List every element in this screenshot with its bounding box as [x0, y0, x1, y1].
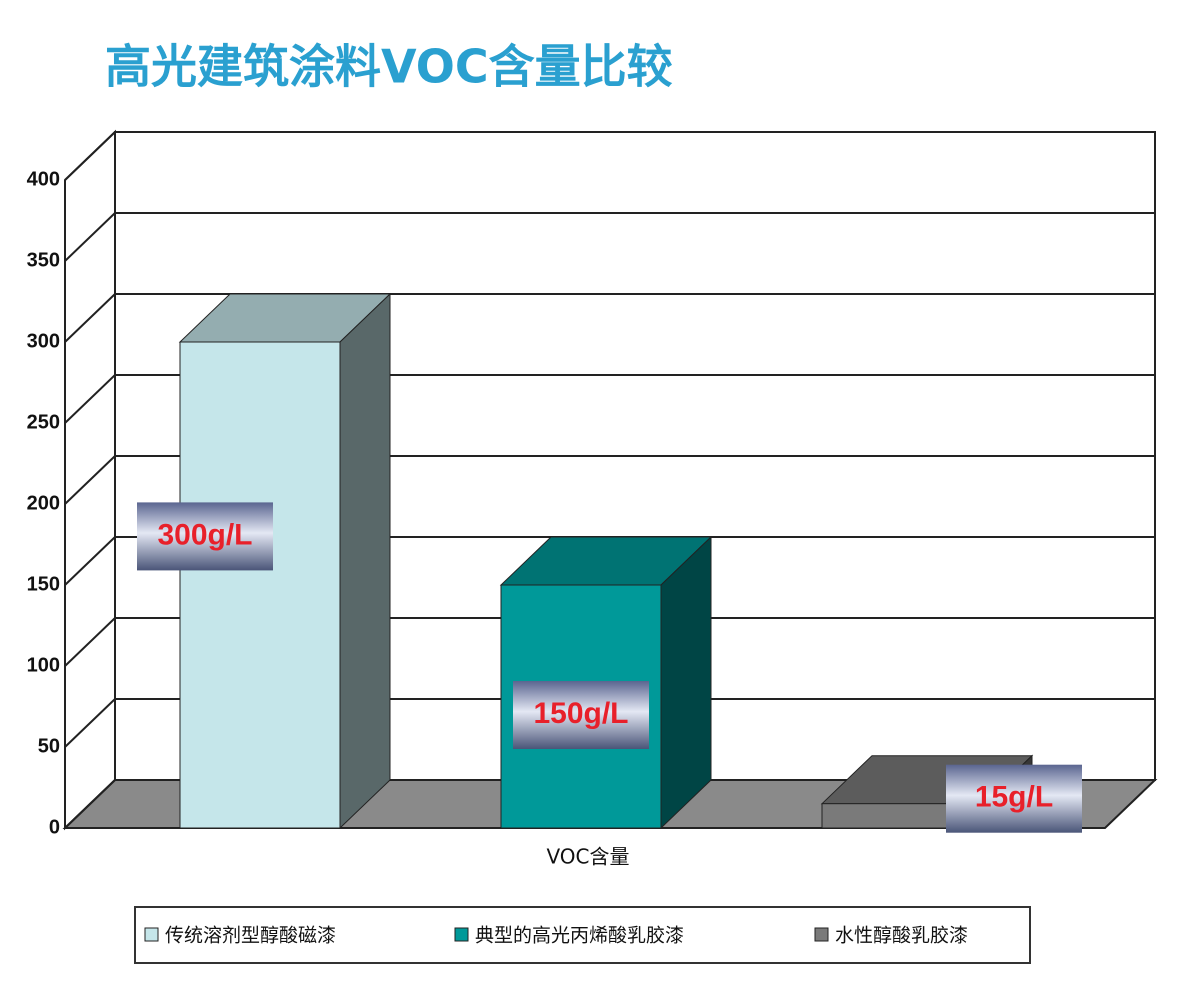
x-axis-label: VOC含量: [546, 845, 629, 869]
value-label-box: [513, 681, 649, 749]
grid-line: [64, 131, 116, 181]
y-tick-label: 250: [27, 411, 60, 433]
legend-swatch: [814, 927, 829, 942]
value-label: 150g/L: [533, 697, 628, 730]
grid-line: [64, 617, 116, 667]
value-label-box: [946, 764, 1082, 833]
y-tick-label: 100: [27, 654, 60, 676]
bar: [179, 341, 341, 829]
legend-label: 典型的高光丙烯酸乳胶漆: [475, 925, 684, 947]
legend-swatch: [144, 927, 159, 942]
grid-line: [64, 374, 116, 424]
legend-box: [134, 906, 1031, 964]
grid-line: [64, 293, 116, 343]
value-label: 300g/L: [157, 518, 252, 551]
y-tick-label: 50: [38, 735, 60, 757]
value-label-box: [137, 502, 273, 571]
grid-line: [64, 212, 116, 262]
value-label: 15g/L: [975, 781, 1053, 814]
y-tick-label: 400: [27, 168, 60, 190]
grid-line: [64, 779, 116, 829]
y-tick-label: 200: [27, 492, 60, 514]
grid-line: [64, 536, 116, 586]
legend-label: 传统溶剂型醇酸磁漆: [165, 925, 336, 947]
grid-line: [64, 455, 116, 505]
y-tick-label: 300: [27, 330, 60, 352]
bar-side: [660, 535, 712, 830]
chart-title: 高光建筑涂料VOC含量比较: [105, 40, 673, 94]
legend-label: 水性醇酸乳胶漆: [835, 925, 968, 947]
bar-side: [339, 292, 391, 830]
grid-line: [64, 698, 116, 748]
y-tick-label: 150: [27, 573, 60, 595]
legend-swatch: [454, 927, 469, 942]
y-tick-label: 0: [49, 816, 60, 838]
y-tick-label: 350: [27, 249, 60, 271]
